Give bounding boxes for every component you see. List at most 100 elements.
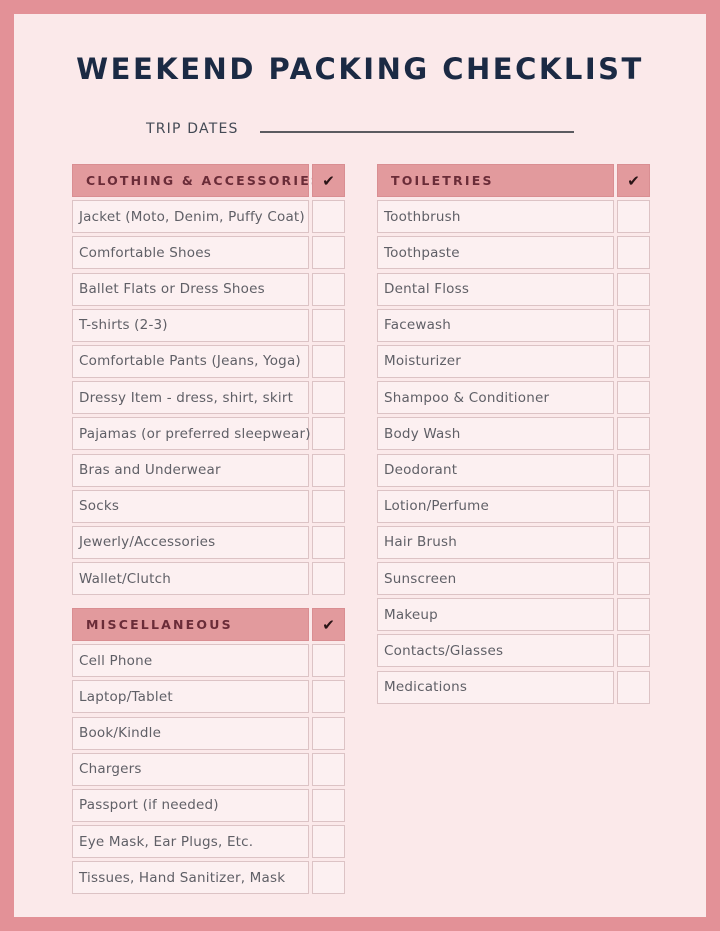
item-label: Lotion/Perfume — [377, 489, 614, 523]
toiletries-section: TOILETRIES ✔ Toothbrush Toothpaste Dental Fl… — [377, 164, 650, 707]
list-item: Jacket (Moto, Denim, Puffy Coat) — [72, 200, 345, 234]
item-checkbox[interactable] — [617, 525, 650, 559]
miscellaneous-section: MISCELLANEOUS ✔ Cell Phone Laptop/Tablet Boo… — [72, 608, 345, 898]
trip-dates-label: TRIP DATES — [146, 121, 239, 137]
item-checkbox[interactable] — [312, 236, 345, 270]
list-item: Toothpaste — [377, 236, 650, 270]
item-label: Cell Phone — [72, 644, 309, 678]
item-label: Deodorant — [377, 453, 614, 487]
item-checkbox[interactable] — [617, 417, 650, 451]
item-checkbox[interactable] — [312, 861, 345, 895]
section-header: CLOTHING & ACCESSORIES ✔ — [72, 164, 345, 197]
item-label: Medications — [377, 670, 614, 704]
list-item: Wallet/Clutch — [72, 562, 345, 596]
item-label: Pajamas (or preferred sleepwear) — [72, 417, 310, 451]
item-checkbox[interactable] — [617, 381, 650, 415]
item-label: Passport (if needed) — [72, 788, 309, 822]
item-checkbox[interactable] — [617, 598, 650, 632]
item-label: Hair Brush — [377, 525, 614, 559]
item-label: Facewash — [377, 308, 614, 342]
item-label: Jacket (Moto, Denim, Puffy Coat) — [72, 200, 309, 234]
item-label: Dental Floss — [377, 272, 614, 306]
list-item: Bras and Underwear — [72, 453, 345, 487]
section-title: CLOTHING & ACCESSORIES — [72, 164, 320, 197]
item-checkbox[interactable] — [312, 525, 345, 559]
item-checkbox[interactable] — [617, 453, 650, 487]
list-item: Makeup — [377, 598, 650, 632]
item-label: Jewerly/Accessories — [72, 525, 309, 559]
item-label: Socks — [72, 489, 309, 523]
list-item: Book/Kindle — [72, 716, 345, 750]
list-item: Dental Floss — [377, 272, 650, 306]
item-label: Toothbrush — [377, 200, 614, 234]
item-checkbox[interactable] — [617, 200, 650, 234]
list-item: Comfortable Shoes — [72, 236, 345, 270]
item-checkbox[interactable] — [312, 752, 345, 786]
item-checkbox[interactable] — [312, 680, 345, 714]
item-checkbox[interactable] — [617, 272, 650, 306]
item-checkbox[interactable] — [312, 489, 345, 523]
list-item: Hair Brush — [377, 525, 650, 559]
item-checkbox[interactable] — [617, 562, 650, 596]
item-checkbox[interactable] — [312, 308, 345, 342]
item-label: Moisturizer — [377, 344, 614, 378]
item-checkbox[interactable] — [312, 562, 345, 596]
list-item: Lotion/Perfume — [377, 489, 650, 523]
list-item: Contacts/Glasses — [377, 634, 650, 668]
item-label: Laptop/Tablet — [72, 680, 309, 714]
item-checkbox[interactable] — [312, 788, 345, 822]
item-checkbox[interactable] — [617, 489, 650, 523]
list-item: Shampoo & Conditioner — [377, 381, 650, 415]
item-checkbox[interactable] — [312, 272, 345, 306]
item-checkbox[interactable] — [617, 670, 650, 704]
item-checkbox[interactable] — [312, 344, 345, 378]
item-checkbox[interactable] — [617, 344, 650, 378]
item-checkbox[interactable] — [312, 825, 345, 859]
check-icon: ✔ — [617, 164, 650, 197]
item-label: Wallet/Clutch — [72, 562, 309, 596]
item-label: Body Wash — [377, 417, 614, 451]
check-icon: ✔ — [312, 608, 345, 641]
list-item: Pajamas (or preferred sleepwear) — [72, 417, 345, 451]
item-checkbox[interactable] — [617, 236, 650, 270]
list-item: Deodorant — [377, 453, 650, 487]
item-label: Contacts/Glasses — [377, 634, 614, 668]
list-item: Sunscreen — [377, 562, 650, 596]
list-item: Dressy Item - dress, shirt, skirt — [72, 381, 345, 415]
list-item: Body Wash — [377, 417, 650, 451]
item-label: Book/Kindle — [72, 716, 309, 750]
item-label: Comfortable Pants (Jeans, Yoga) — [72, 344, 309, 378]
item-label: T-shirts (2-3) — [72, 308, 309, 342]
list-item: Cell Phone — [72, 644, 345, 678]
item-label: Chargers — [72, 752, 309, 786]
check-icon: ✔ — [312, 164, 345, 197]
item-checkbox[interactable] — [312, 417, 345, 451]
list-item: Laptop/Tablet — [72, 680, 345, 714]
list-item: Facewash — [377, 308, 650, 342]
item-checkbox[interactable] — [617, 634, 650, 668]
list-item: Jewerly/Accessories — [72, 525, 345, 559]
item-checkbox[interactable] — [312, 200, 345, 234]
item-label: Ballet Flats or Dress Shoes — [72, 272, 309, 306]
trip-dates-line[interactable] — [260, 131, 574, 133]
item-checkbox[interactable] — [312, 644, 345, 678]
item-checkbox[interactable] — [312, 716, 345, 750]
list-item: Socks — [72, 489, 345, 523]
item-label: Tissues, Hand Sanitizer, Mask — [72, 861, 309, 895]
section-title: TOILETRIES — [377, 164, 614, 197]
section-title: MISCELLANEOUS — [72, 608, 309, 641]
list-item: Passport (if needed) — [72, 788, 345, 822]
item-label: Dressy Item - dress, shirt, skirt — [72, 381, 309, 415]
list-item: Comfortable Pants (Jeans, Yoga) — [72, 344, 345, 378]
list-item: T-shirts (2-3) — [72, 308, 345, 342]
item-checkbox[interactable] — [312, 381, 345, 415]
item-checkbox[interactable] — [312, 453, 345, 487]
item-checkbox[interactable] — [617, 308, 650, 342]
item-label: Eye Mask, Ear Plugs, Etc. — [72, 825, 309, 859]
list-item: Eye Mask, Ear Plugs, Etc. — [72, 825, 345, 859]
clothing-section: CLOTHING & ACCESSORIES ✔ Jacket (Moto, Den… — [72, 164, 345, 598]
item-label: Makeup — [377, 598, 614, 632]
item-label: Toothpaste — [377, 236, 614, 270]
list-item: Chargers — [72, 752, 345, 786]
section-header: MISCELLANEOUS ✔ — [72, 608, 345, 641]
